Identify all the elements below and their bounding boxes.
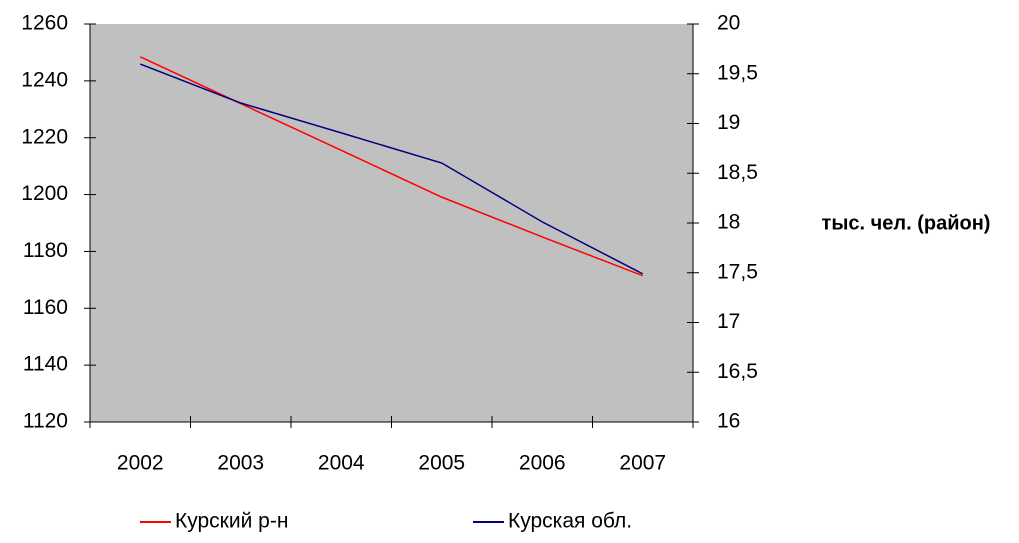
y-tick-label: 1160 bbox=[23, 296, 68, 319]
y2-tick-label: 20 bbox=[717, 12, 740, 35]
legend-label: Курская обл. bbox=[508, 510, 632, 533]
y-tick-label: 1120 bbox=[23, 410, 68, 433]
y2-tick-label: 19 bbox=[717, 111, 740, 134]
y2-tick-label: 16,5 bbox=[717, 360, 758, 383]
series-line bbox=[139, 63, 644, 275]
y-tick-label: 1140 bbox=[23, 353, 68, 376]
x-tick-label: 2003 bbox=[217, 452, 264, 475]
y2-tick-label: 17 bbox=[717, 310, 740, 333]
y2-tick-label: 19,5 bbox=[717, 61, 758, 84]
y2-tick-label: 18 bbox=[717, 211, 740, 234]
x-tick-label: 2005 bbox=[418, 452, 465, 475]
y2-axis-label: тыс. чел. (район) bbox=[822, 212, 991, 234]
y-tick-label: 1220 bbox=[21, 125, 68, 148]
legend-label: Курский р-н bbox=[175, 510, 288, 533]
y-tick-label: 1260 bbox=[21, 12, 68, 35]
y2-tick-label: 17,5 bbox=[717, 260, 758, 283]
y2-tick-label: 16 bbox=[717, 410, 740, 433]
x-tick-label: 2002 bbox=[117, 452, 164, 475]
y-tick-label: 1240 bbox=[21, 68, 68, 91]
y-tick-label: 1200 bbox=[21, 182, 68, 205]
y-tick-label: 1180 bbox=[23, 239, 68, 262]
x-tick-label: 2004 bbox=[318, 452, 365, 475]
y2-tick-label: 18,5 bbox=[717, 161, 758, 184]
x-tick-label: 2006 bbox=[519, 452, 566, 475]
x-tick-label: 2007 bbox=[619, 452, 666, 475]
plot-area bbox=[90, 24, 693, 422]
